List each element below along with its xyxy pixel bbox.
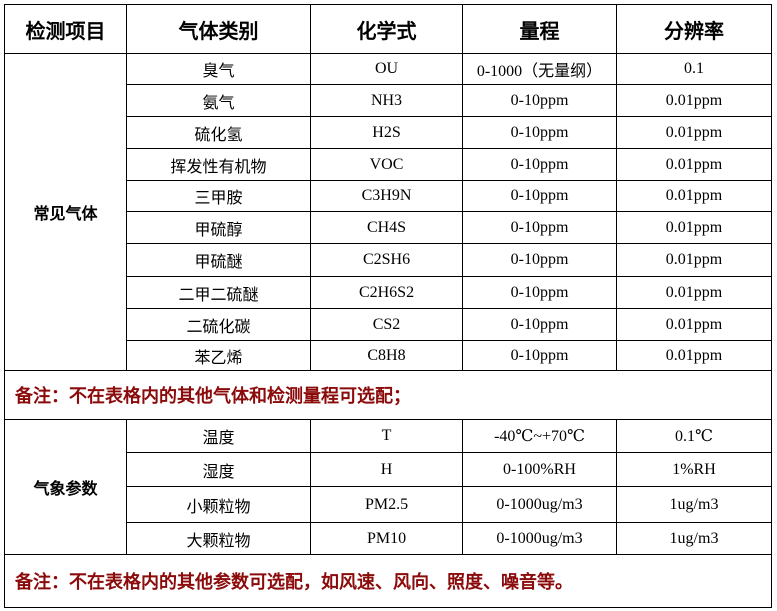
name-cell: 三甲胺 — [126, 180, 311, 212]
name-cell: 臭气 — [126, 53, 311, 85]
table-row: 氨气 NH3 0-10ppm 0.01ppm — [5, 84, 772, 117]
resolution-cell: 0.01ppm — [616, 116, 772, 149]
column-header: 气体类别 — [126, 4, 311, 54]
name-cell: 氨气 — [126, 84, 311, 117]
range-cell: 0-1000ug/m3 — [462, 522, 617, 555]
table-row: 甲硫醚 C2SH6 0-10ppm 0.01ppm — [5, 243, 772, 277]
name-cell: 二硫化碳 — [126, 308, 311, 341]
formula-cell: C2SH6 — [310, 243, 463, 277]
formula-cell: VOC — [310, 148, 463, 181]
name-cell: 甲硫醚 — [126, 243, 311, 277]
resolution-cell: 0.01ppm — [616, 276, 772, 309]
note-text: 备注：不在表格内的其他气体和检测量程可选配； — [4, 370, 772, 420]
table-row: 二甲二硫醚 C2H6S2 0-10ppm 0.01ppm — [5, 276, 772, 309]
formula-cell: OU — [310, 53, 463, 85]
resolution-cell: 0.01ppm — [616, 243, 772, 277]
resolution-cell: 1ug/m3 — [616, 486, 772, 523]
range-cell: 0-10ppm — [462, 116, 617, 149]
range-cell: 0-10ppm — [462, 243, 617, 277]
spec-table: 检测项目 气体类别 化学式 量程 分辨率 常见气体 臭气 OU 0-1000（无量纲） 0.1 氨… — [4, 4, 772, 608]
name-cell: 温度 — [126, 419, 311, 453]
formula-cell: H2S — [310, 116, 463, 149]
range-cell: 0-10ppm — [462, 308, 617, 341]
column-header: 检测项目 — [4, 4, 127, 54]
name-cell: 硫化氢 — [126, 116, 311, 149]
resolution-cell: 0.01ppm — [616, 180, 772, 212]
table-row: 小颗粒物 PM2.5 0-1000ug/m3 1ug/m3 — [5, 486, 772, 523]
resolution-cell: 0.01ppm — [616, 211, 772, 244]
range-cell: 0-10ppm — [462, 211, 617, 244]
resolution-cell: 1ug/m3 — [616, 522, 772, 555]
column-header: 分辨率 — [616, 4, 772, 54]
range-cell: -40℃~+70℃ — [462, 419, 617, 453]
name-cell: 二甲二硫醚 — [126, 276, 311, 309]
formula-cell: C8H8 — [310, 340, 463, 371]
resolution-cell: 0.01ppm — [616, 148, 772, 181]
table-row: 三甲胺 C3H9N 0-10ppm 0.01ppm — [5, 180, 772, 212]
note-row: 备注：不在表格内的其他参数可选配，如风速、风向、照度、噪音等。 — [4, 554, 772, 608]
resolution-cell: 0.1 — [616, 53, 772, 85]
range-cell: 0-1000ug/m3 — [462, 486, 617, 523]
name-cell: 湿度 — [126, 452, 311, 487]
name-cell: 苯乙烯 — [126, 340, 311, 371]
resolution-cell: 1%RH — [616, 452, 772, 487]
resolution-cell: 0.01ppm — [616, 84, 772, 117]
note-row: 备注：不在表格内的其他气体和检测量程可选配； — [4, 370, 772, 420]
table-row: 大颗粒物 PM10 0-1000ug/m3 1ug/m3 — [5, 522, 772, 555]
column-header: 化学式 — [310, 4, 463, 54]
note-text: 备注：不在表格内的其他参数可选配，如风速、风向、照度、噪音等。 — [4, 554, 772, 608]
category-cell: 气象参数 — [4, 419, 127, 555]
table-row: 二硫化碳 CS2 0-10ppm 0.01ppm — [5, 308, 772, 341]
name-cell: 大颗粒物 — [126, 522, 311, 555]
formula-cell: CH4S — [310, 211, 463, 244]
formula-cell: C2H6S2 — [310, 276, 463, 309]
formula-cell: PM2.5 — [310, 486, 463, 523]
range-cell: 0-10ppm — [462, 148, 617, 181]
table-row: 甲硫醇 CH4S 0-10ppm 0.01ppm — [5, 211, 772, 244]
resolution-cell: 0.01ppm — [616, 340, 772, 371]
formula-cell: PM10 — [310, 522, 463, 555]
name-cell: 甲硫醇 — [126, 211, 311, 244]
formula-cell: H — [310, 452, 463, 487]
table-row: 气象参数 温度 T -40℃~+70℃ 0.1℃ — [4, 419, 772, 555]
header-row: 检测项目 气体类别 化学式 量程 分辨率 — [4, 4, 772, 54]
range-cell: 0-10ppm — [462, 276, 617, 309]
table-row: 挥发性有机物 VOC 0-10ppm 0.01ppm — [5, 148, 772, 181]
name-cell: 挥发性有机物 — [126, 148, 311, 181]
formula-cell: NH3 — [310, 84, 463, 117]
range-cell: 0-100%RH — [462, 452, 617, 487]
column-header: 量程 — [462, 4, 617, 54]
formula-cell: T — [310, 419, 463, 453]
category-cell: 常见气体 — [4, 53, 127, 371]
table-row: 硫化氢 H2S 0-10ppm 0.01ppm — [5, 116, 772, 149]
name-cell: 小颗粒物 — [126, 486, 311, 523]
range-cell: 0-1000（无量纲） — [462, 53, 617, 85]
formula-cell: CS2 — [310, 308, 463, 341]
resolution-cell: 0.1℃ — [616, 419, 772, 453]
range-cell: 0-10ppm — [462, 340, 617, 371]
range-cell: 0-10ppm — [462, 180, 617, 212]
range-cell: 0-10ppm — [462, 84, 617, 117]
formula-cell: C3H9N — [310, 180, 463, 212]
table-row: 常见气体 臭气 OU 0-1000（无量纲） 0.1 — [4, 53, 772, 371]
resolution-cell: 0.01ppm — [616, 308, 772, 341]
